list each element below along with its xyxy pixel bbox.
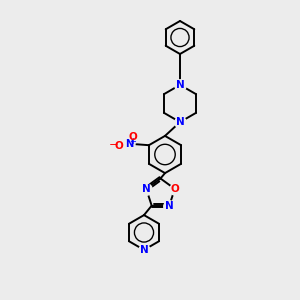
Text: N: N — [142, 184, 151, 194]
Text: O: O — [170, 184, 179, 194]
Text: N: N — [165, 201, 174, 211]
Text: N: N — [176, 117, 184, 127]
Text: N: N — [140, 245, 148, 255]
Text: −: − — [109, 140, 118, 150]
Text: +: + — [129, 137, 136, 146]
Text: O: O — [129, 132, 138, 142]
Text: N: N — [125, 139, 133, 149]
Text: O: O — [115, 141, 124, 151]
Text: N: N — [176, 80, 184, 90]
